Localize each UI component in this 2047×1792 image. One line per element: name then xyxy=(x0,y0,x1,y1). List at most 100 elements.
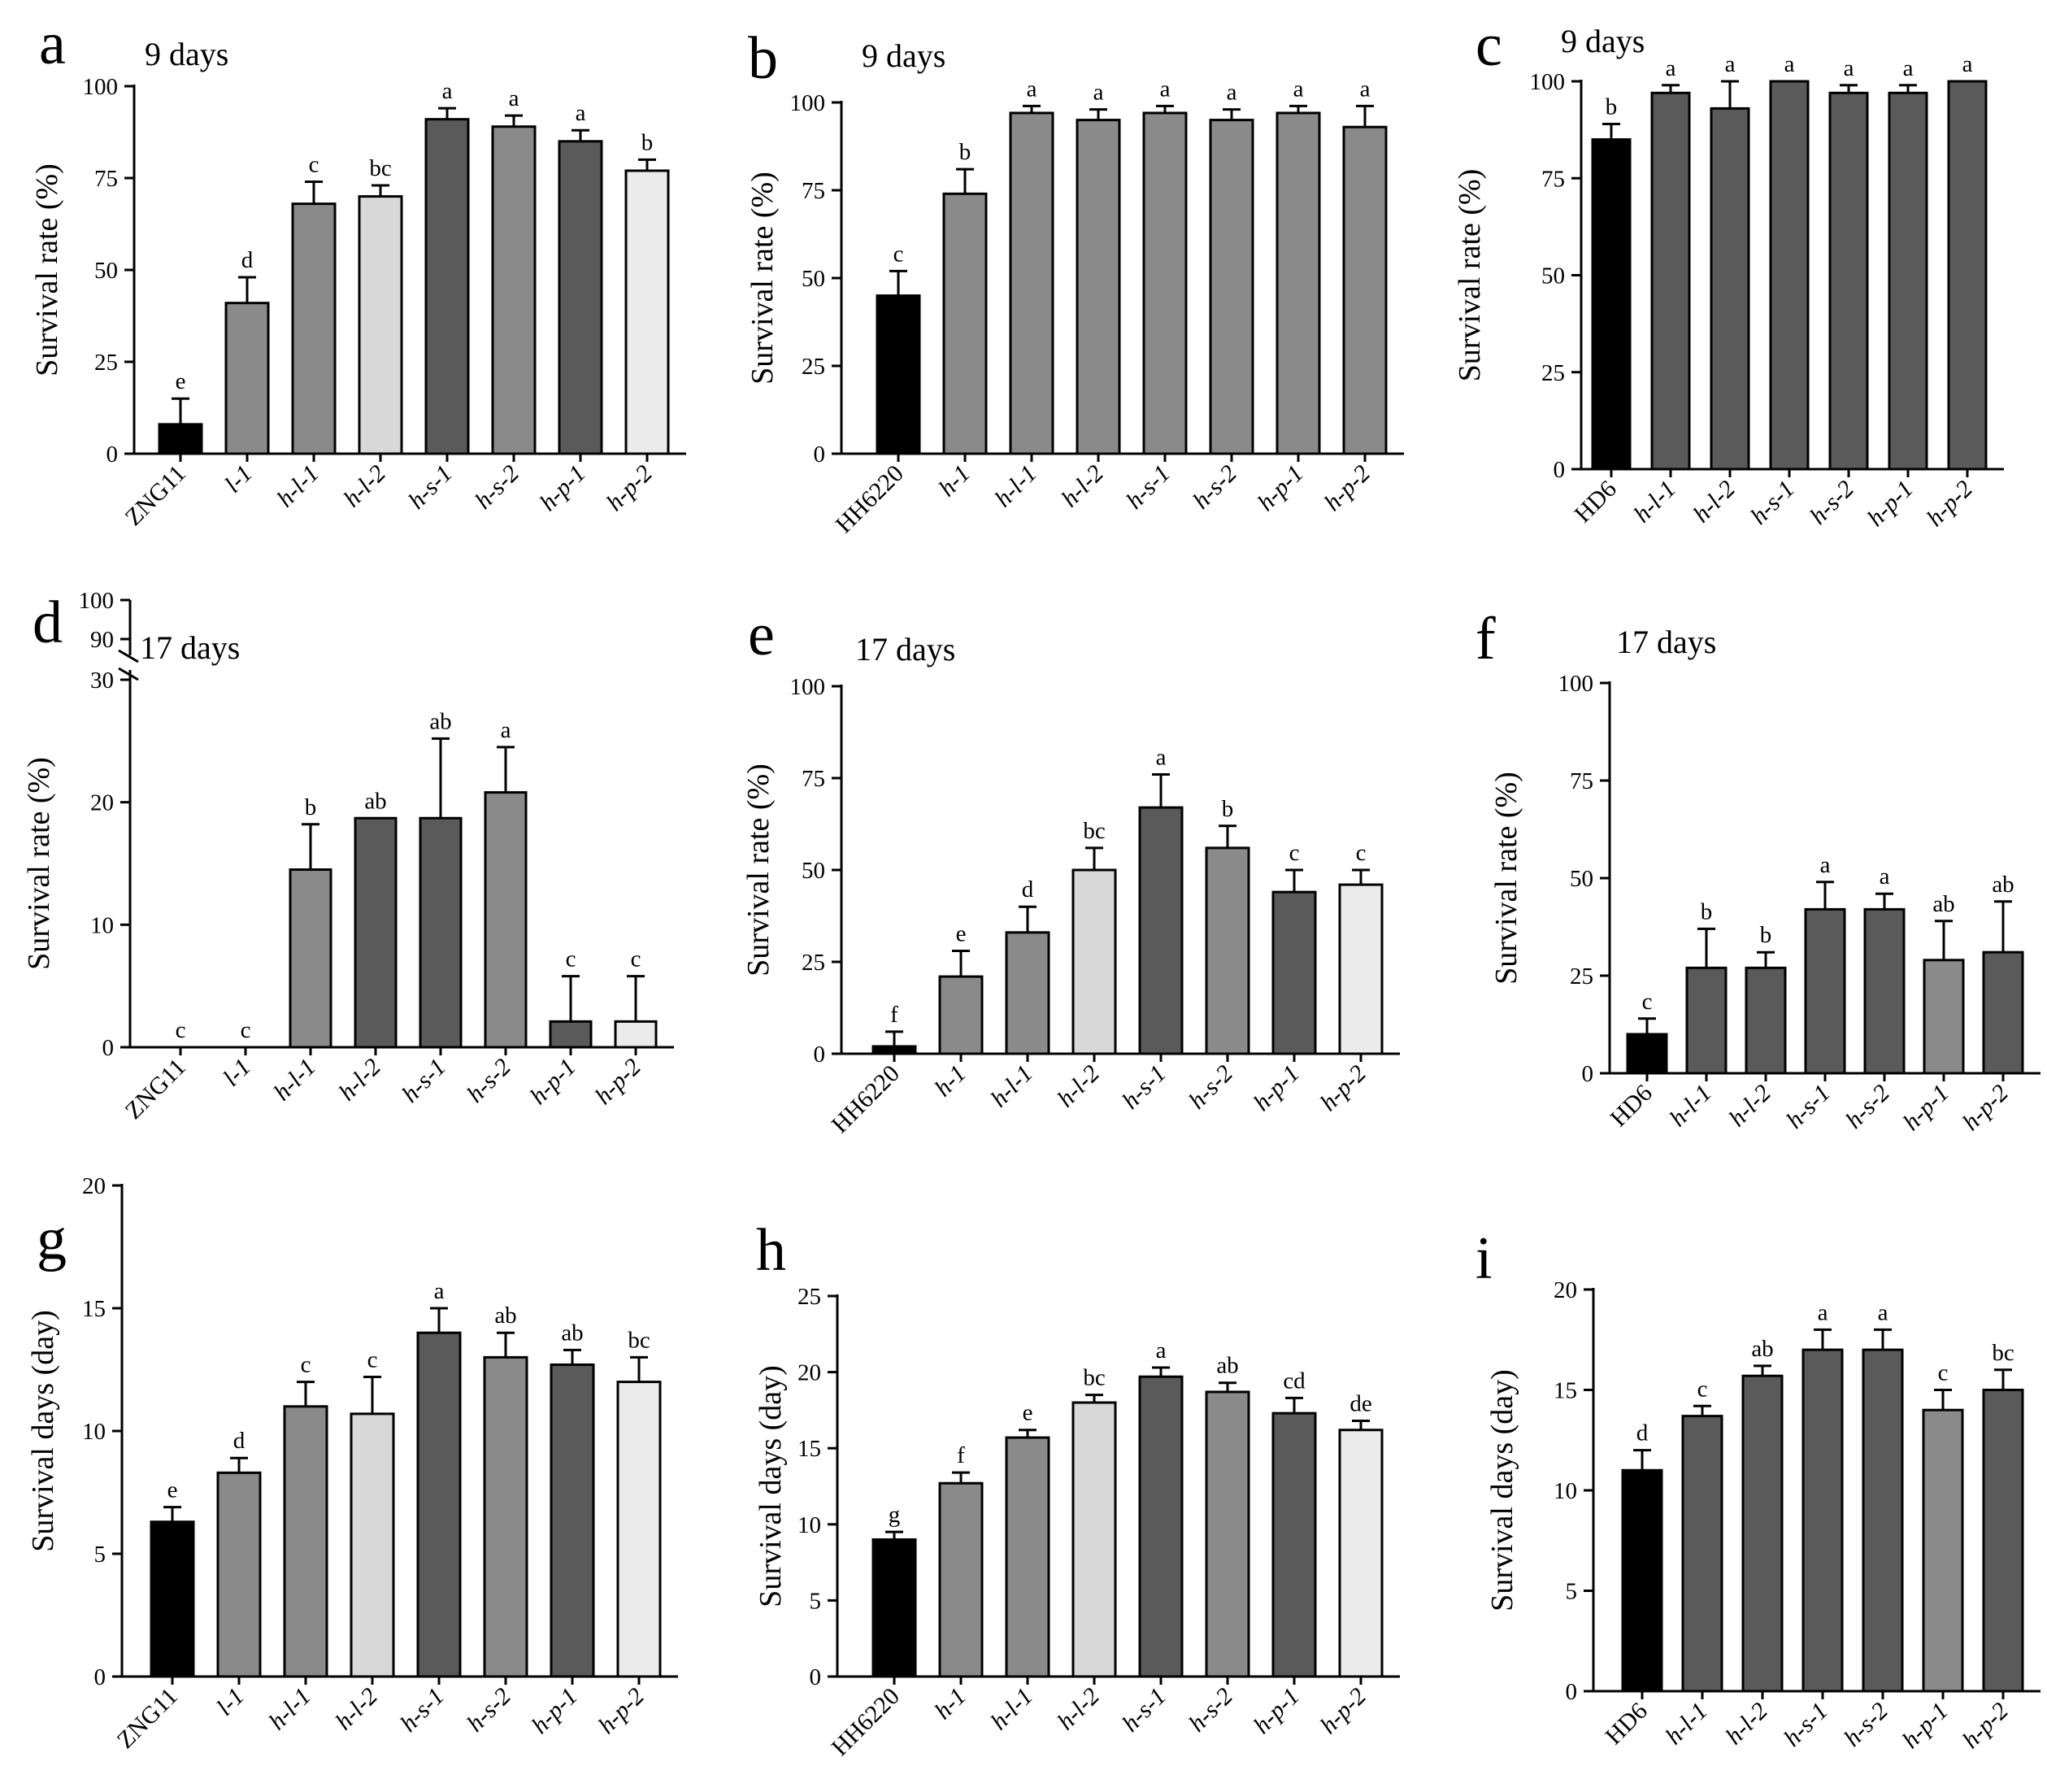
category-label: ZNG11 xyxy=(112,1683,183,1754)
significance-label: a xyxy=(1880,863,1890,889)
significance-label: c xyxy=(301,1352,311,1378)
bar xyxy=(558,140,603,455)
bar xyxy=(358,195,403,455)
category-label: h-l-2 xyxy=(333,1054,386,1107)
y-tick-label: 5 xyxy=(810,1588,822,1614)
category-label: h-p-2 xyxy=(602,460,658,516)
category-label: h-l-1 xyxy=(272,460,324,513)
category-label: h-s-2 xyxy=(1841,1080,1895,1134)
bar xyxy=(1071,1401,1117,1678)
bar xyxy=(1338,883,1384,1055)
bar xyxy=(1741,1374,1784,1693)
bar xyxy=(1769,80,1810,471)
significance-label: b xyxy=(1760,922,1772,948)
panel-e: e 17 days Survival rate (%) 0 25 50 75 100 f HH62… xyxy=(741,602,1400,1138)
y-tick-label: 100 xyxy=(1530,69,1566,95)
panel-label: e xyxy=(748,602,775,668)
significance-label: a xyxy=(1156,744,1167,770)
bar xyxy=(1745,966,1787,1075)
bar xyxy=(1947,80,1988,471)
bar xyxy=(624,169,670,455)
category-label: h-l-1 xyxy=(989,460,1042,513)
bar xyxy=(1650,91,1691,471)
significance-label: a xyxy=(442,78,453,104)
category-label: h-s-1 xyxy=(395,1683,450,1738)
y-tick-label: 50 xyxy=(802,266,825,292)
panel-title: 9 days xyxy=(1561,23,1645,59)
significance-label: f xyxy=(890,1002,898,1028)
bar xyxy=(550,1363,595,1678)
y-tick-label: 0 xyxy=(1582,1061,1594,1087)
bar xyxy=(1982,950,2024,1075)
y-tick-label: 100 xyxy=(1558,671,1594,697)
significance-label: b xyxy=(641,129,654,155)
y-tick-label: 10 xyxy=(90,912,114,938)
bar xyxy=(616,1381,662,1678)
category-label: h-p-1 xyxy=(525,1054,581,1110)
significance-label: a xyxy=(1784,51,1795,77)
panel-g: g Survival days (day) 0 5 10 15 20 e ZNG11 d l-1 c h… xyxy=(26,1173,678,1754)
category-label: h-s-2 xyxy=(1184,1060,1238,1115)
category-label: h-p-2 xyxy=(1958,1698,2014,1754)
category-label: h-l-1 xyxy=(268,1054,321,1107)
category-label: h-l-2 xyxy=(1688,476,1741,528)
category-label: h-p-2 xyxy=(590,1054,646,1110)
bar xyxy=(150,1520,195,1678)
y-tick-label: 0 xyxy=(810,1664,822,1690)
significance-label: ab xyxy=(1932,891,1954,917)
category-label: h-s-1 xyxy=(1117,1683,1171,1738)
bar xyxy=(1685,966,1728,1075)
category-label: h-1 xyxy=(929,1060,971,1103)
bar xyxy=(1276,111,1321,455)
bar xyxy=(1591,138,1632,471)
y-axis-label: Survival rate (%) xyxy=(1453,169,1487,382)
bar xyxy=(224,302,270,455)
significance-label: a xyxy=(1844,55,1854,81)
category-label: h-s-2 xyxy=(1805,476,1859,530)
y-tick-label: 75 xyxy=(1541,166,1565,192)
y-tick-label: 15 xyxy=(82,1296,106,1322)
category-label: h-s-2 xyxy=(470,460,524,515)
bar xyxy=(416,1331,462,1678)
significance-label: a xyxy=(509,85,519,111)
significance-label: a xyxy=(1360,76,1371,102)
category-label: h-l-2 xyxy=(338,460,391,513)
significance-label: ab xyxy=(1216,1353,1238,1379)
bar xyxy=(484,791,528,1049)
bar xyxy=(289,868,332,1049)
panel-title: 17 days xyxy=(855,631,955,668)
y-tick-label: 5 xyxy=(1566,1579,1578,1605)
y-tick-label: 5 xyxy=(94,1542,106,1568)
panel-title: 17 days xyxy=(1616,624,1716,660)
bar xyxy=(871,1538,917,1678)
y-tick-label: 50 xyxy=(1541,263,1565,289)
significance-label: ab xyxy=(1992,872,2014,898)
y-tick-label: 0 xyxy=(106,441,119,468)
category-label: h-s-2 xyxy=(1839,1698,1893,1752)
significance-label: b xyxy=(1701,898,1713,924)
category-label: HD6 xyxy=(1605,1080,1658,1133)
y-tick-label: 25 xyxy=(1541,360,1565,386)
significance-label: de xyxy=(1349,1391,1371,1417)
y-tick-label: 100 xyxy=(790,90,826,116)
bar xyxy=(1801,1348,1844,1693)
category-label: HD6 xyxy=(1569,476,1622,528)
category-label: h-p-1 xyxy=(527,1683,583,1739)
significance-label: a xyxy=(1903,55,1914,81)
category-label: HH6220 xyxy=(831,460,909,538)
bar xyxy=(354,816,398,1049)
category-label: h-s-1 xyxy=(403,460,458,515)
bar xyxy=(549,1020,593,1049)
category-label: h-p-2 xyxy=(1319,460,1376,516)
y-tick-label: 90 xyxy=(90,627,114,653)
significance-label: a xyxy=(1293,76,1304,102)
bar xyxy=(283,1405,328,1678)
y-tick-label: 0 xyxy=(94,1664,106,1690)
bar xyxy=(938,975,984,1055)
significance-label: a xyxy=(576,100,586,126)
category-label: h-s-1 xyxy=(1745,476,1800,530)
significance-label: b xyxy=(959,139,971,165)
significance-label: c xyxy=(1938,1360,1949,1386)
significance-label: c xyxy=(1642,989,1653,1015)
significance-label: ab xyxy=(1751,1336,1773,1362)
